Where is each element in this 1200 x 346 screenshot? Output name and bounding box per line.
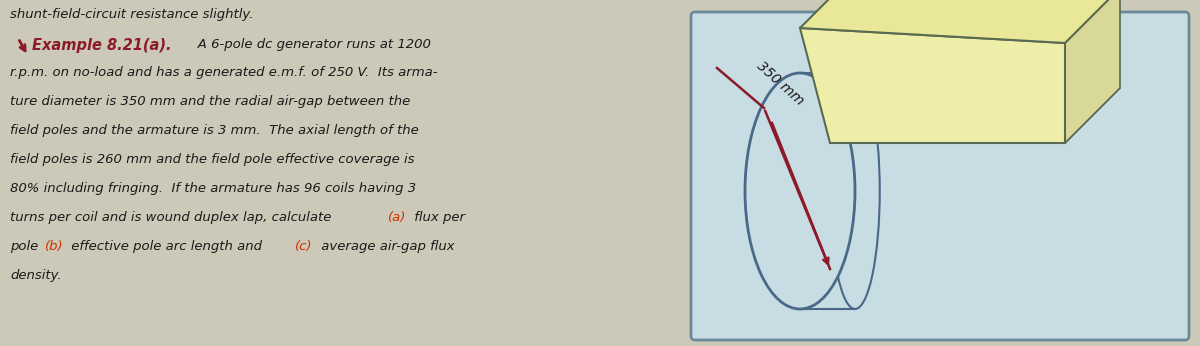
Polygon shape: [830, 88, 1120, 143]
Ellipse shape: [745, 73, 854, 309]
Text: Example 8.21(a).: Example 8.21(a).: [32, 38, 172, 53]
Text: average air-gap flux: average air-gap flux: [317, 240, 455, 253]
Text: (b): (b): [46, 240, 64, 253]
Text: field poles and the armature is 3 mm.  The axial length of the: field poles and the armature is 3 mm. Th…: [10, 124, 419, 137]
Text: (c): (c): [295, 240, 312, 253]
Text: flux per: flux per: [410, 211, 466, 224]
Text: 350 mm: 350 mm: [754, 59, 806, 108]
Text: turns per coil and is wound duplex lap, calculate: turns per coil and is wound duplex lap, …: [10, 211, 336, 224]
Text: r.p.m. on no-load and has a generated e.m.f. of 250 V.  Its arma-: r.p.m. on no-load and has a generated e.…: [10, 66, 438, 79]
Text: density.: density.: [10, 269, 61, 282]
Text: 80% including fringing.  If the armature has 96 coils having 3: 80% including fringing. If the armature …: [10, 182, 416, 195]
Polygon shape: [800, 0, 1120, 43]
Text: shunt-field-circuit resistance slightly.: shunt-field-circuit resistance slightly.: [10, 8, 253, 21]
Text: ture diameter is 350 mm and the radial air-gap between the: ture diameter is 350 mm and the radial a…: [10, 95, 410, 108]
Ellipse shape: [830, 73, 880, 309]
Text: pole: pole: [10, 240, 42, 253]
FancyBboxPatch shape: [691, 12, 1189, 340]
Text: effective pole arc length and: effective pole arc length and: [67, 240, 266, 253]
Text: A 6-pole dc generator runs at 1200: A 6-pole dc generator runs at 1200: [185, 38, 431, 51]
Bar: [800, 73, 854, 309]
Text: field poles is 260 mm and the field pole effective coverage is: field poles is 260 mm and the field pole…: [10, 153, 414, 166]
Text: (a): (a): [388, 211, 407, 224]
FancyBboxPatch shape: [0, 0, 680, 346]
Polygon shape: [800, 28, 1066, 143]
Polygon shape: [1066, 0, 1120, 143]
